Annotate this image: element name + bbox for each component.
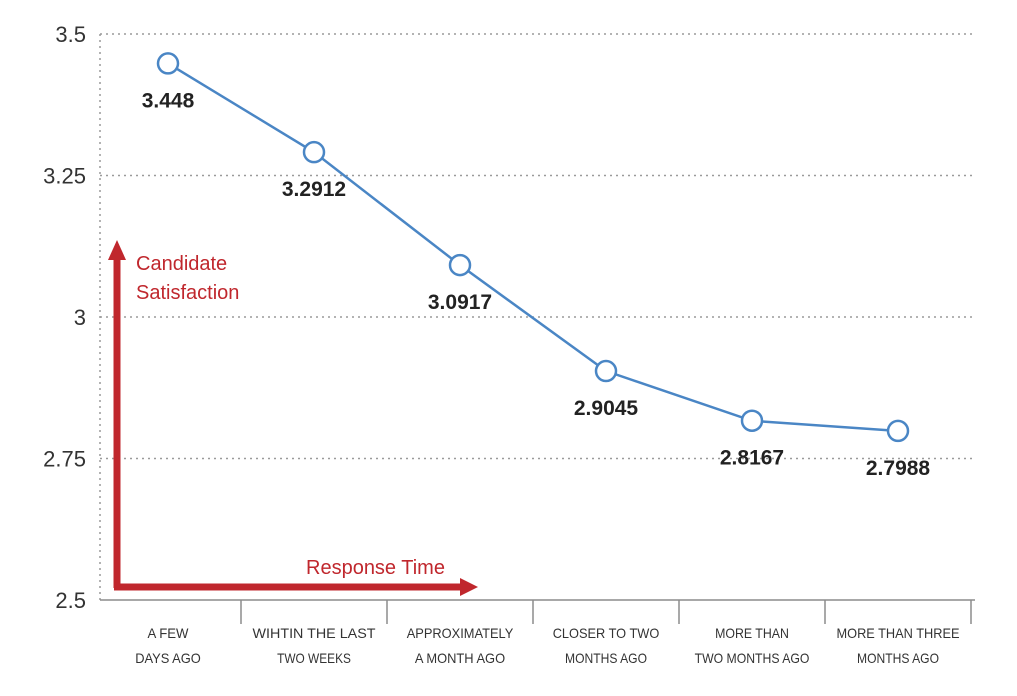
data-label: 3.448	[142, 89, 195, 112]
y-tick-labels: 2.5 2.75 3 3.25 3.5	[43, 22, 86, 613]
x-category-label: MORE THAN	[715, 625, 789, 641]
data-point	[886, 419, 910, 443]
y-tick-label: 3	[74, 305, 86, 330]
data-point	[302, 140, 326, 164]
y-arrow-label-line2: Satisfaction	[136, 282, 239, 304]
data-label: 3.0917	[428, 291, 492, 314]
data-point	[448, 253, 472, 277]
x-category-label: CLOSER TO TWO	[553, 625, 660, 641]
y-arrow-label-line1: Candidate	[136, 253, 227, 275]
y-tick-label: 2.5	[55, 588, 86, 613]
data-labels: 3.448 3.2912 3.0917 2.9045 2.8167 2.7988	[142, 89, 931, 479]
data-label: 3.2912	[282, 178, 346, 201]
x-category-label: TWO WEEKS	[277, 650, 351, 666]
x-arrow-label: Response Time	[306, 557, 445, 579]
axes	[99, 34, 975, 624]
y-tick-label: 3.5	[55, 22, 86, 47]
data-point	[740, 409, 764, 432]
x-arrow-head	[460, 578, 478, 596]
x-category-label: A FEW	[148, 625, 190, 641]
x-category-label: MONTHS AGO	[857, 650, 939, 666]
x-category-label: A MONTH AGO	[415, 650, 505, 666]
grid-lines	[100, 33, 975, 460]
x-category-label: MORE THAN THREE	[837, 625, 960, 641]
x-category-label: TWO MONTHS AGO	[695, 650, 810, 666]
y-tick-label: 3.25	[43, 164, 86, 189]
data-point	[594, 359, 618, 383]
y-arrow-head	[108, 240, 126, 260]
x-category-label: DAYS AGO	[135, 650, 201, 666]
series-line	[156, 52, 910, 443]
data-label: 2.9045	[574, 397, 639, 420]
annotation-arrows	[108, 240, 478, 596]
y-tick-label: 2.75	[43, 447, 86, 472]
x-category-label: MONTHS AGO	[565, 650, 647, 666]
x-category-label: WIHTIN THE LAST	[253, 625, 376, 641]
series-polyline	[167, 62, 899, 433]
data-label: 2.7988	[866, 457, 931, 480]
data-point	[156, 52, 180, 75]
x-category-label: APPROXIMATELY	[407, 625, 514, 641]
x-category-labels: A FEW DAYS AGO WIHTIN THE LAST TWO WEEKS APP…	[135, 625, 959, 666]
data-label: 2.8167	[720, 447, 784, 470]
